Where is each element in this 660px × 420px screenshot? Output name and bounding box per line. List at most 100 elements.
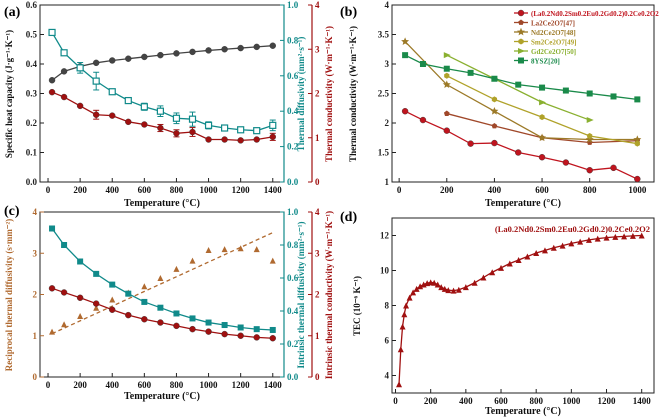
panel-d-ylabel: TEC (10⁻⁶ K⁻¹) — [352, 276, 362, 336]
panel-c-xtick-label: 1200 — [232, 380, 251, 390]
panel-c-xtick-label: 0 — [46, 380, 51, 390]
panel-a-series-0-point — [253, 43, 260, 51]
panel-b-legend-label: Sm2Ce2O7[49] — [531, 39, 577, 47]
panel-a-frame — [39, 4, 285, 183]
panel-b-series-5-point — [491, 75, 498, 82]
panel-a-series-1-point — [188, 115, 197, 123]
panel-c-series-0-point — [109, 296, 116, 303]
panel-c-series-2-point — [189, 325, 196, 333]
panel-b-legend-swatch-marker — [517, 9, 525, 17]
panel-b-ytick-label-left: 2.5 — [378, 89, 390, 99]
panel-a-xtick-label: 200 — [73, 185, 87, 195]
panel-a-xtick-label: 1200 — [232, 185, 251, 195]
panel-c-series-2-point — [48, 285, 56, 292]
panel-d-ytick-label-left: 4 — [385, 371, 390, 381]
panel-a-ytick-label-right1: 0.8 — [287, 35, 299, 45]
panel-d-series-0-point — [498, 264, 505, 271]
panel-c-series-2-point — [76, 294, 84, 301]
panel-a-ylabel-right1: Thermal diffusivity (mm²·s⁻¹) — [296, 37, 306, 152]
panel-d-series-0-point — [541, 247, 548, 254]
panel-a-series-1-point — [204, 121, 213, 129]
panel-a-series-2-point — [237, 137, 244, 144]
panel-a-ytick-label-right1: 0.6 — [287, 71, 299, 81]
panel-d-series-0-line — [398, 234, 642, 385]
panel-d-xtick-label: 0 — [393, 396, 398, 406]
panel-d-series-0-point — [480, 274, 487, 281]
panel-b-series-3-point — [491, 96, 498, 103]
panel-c-series-1-point — [221, 322, 228, 329]
panel-b-series-0-point — [467, 140, 474, 147]
panel-d-series-0-point — [577, 238, 584, 245]
panel-c-series-1-point — [189, 315, 196, 322]
panel-d-series-0-point — [445, 287, 452, 294]
panel-b-series-2-point — [490, 107, 499, 115]
panel-b-legend-swatch-marker — [518, 48, 525, 54]
panel-a-ytick-label-right2: 0 — [315, 177, 320, 187]
panel-d-label: (d) — [340, 210, 357, 225]
panel-c-series-2-point — [60, 289, 68, 296]
panel-a-series-1-point — [60, 49, 68, 57]
panel-b-series-4-line — [446, 54, 590, 121]
panel-b-series-1-point — [491, 122, 498, 129]
panel-d-series-0-point — [431, 279, 438, 286]
panel-b-xlabel: Temperature (°C) — [485, 198, 561, 209]
panel-a-series-1-point — [156, 107, 164, 115]
panel-c-series-1-point — [109, 281, 116, 288]
panel-d-ytick-label-left: 12 — [380, 231, 390, 241]
panel-c-ytick-label-right2: 1 — [315, 331, 320, 341]
panel-a-ytick-label-left: 0.6 — [26, 0, 38, 10]
panel-a-series-0-point — [48, 77, 56, 84]
panel-a-series-0-point — [237, 44, 244, 52]
panel-a-series-2-point — [48, 88, 56, 96]
panel-a-ytick-label-right2: 1 — [315, 133, 320, 143]
panel-b-legend-label: 8YSZ[20] — [531, 58, 560, 66]
panel-d-series-0-point — [612, 233, 619, 240]
panel-a-series-0-point — [109, 57, 116, 64]
panel-a-series-1-point — [92, 77, 100, 85]
panel-b-series-0-line — [404, 110, 638, 180]
panel-c-series-2-point — [141, 316, 148, 323]
panel-d-series-0-point — [550, 244, 557, 251]
panel-c-series-1-point — [237, 324, 244, 331]
panel-a-ytick-label-left: 0.2 — [26, 118, 38, 128]
panel-b-chart: 0 200 400 600 800 1000 1 1.5 2 2.5 3 3.5 4 (La0.2Nd0… — [348, 0, 659, 209]
panel-c-series-1-point — [253, 326, 260, 333]
panel-d-frame — [391, 217, 655, 394]
panel-b-legend-label: Nd2Ce2O7[48] — [531, 29, 576, 37]
panel-a-xtick-label: 1000 — [200, 185, 219, 195]
panel-d-xtick-label: 600 — [494, 396, 508, 406]
panel-a-series-0-point — [141, 53, 148, 61]
panel-a-series-0-point — [157, 51, 164, 59]
panel-a-series-2-point — [141, 121, 148, 128]
panel-c-series-0-point — [93, 304, 100, 311]
panel-c-series-0-point — [189, 257, 196, 264]
panel-a-ytick-label-left: 0.3 — [26, 89, 38, 99]
panel-c-ytick-label-right1: 0.4 — [287, 306, 299, 316]
panel-b-series-2-point — [401, 37, 410, 45]
panel-d-series-0-point — [629, 232, 636, 239]
panel-d-series-0-point — [403, 302, 410, 309]
panel-b-series-1-point — [443, 110, 450, 116]
panel-c-xtick-label: 600 — [138, 380, 152, 390]
panel-d-series-0-point — [397, 346, 404, 353]
panel-d-series-0-point — [533, 250, 540, 256]
panel-a-series-2-point — [157, 124, 164, 132]
panel-b-series-5-point — [402, 52, 409, 59]
panel-b-series-3-point — [444, 72, 450, 79]
panel-a-xtick-label: 1400 — [264, 185, 283, 195]
panel-a-series-1-point — [48, 28, 56, 37]
panel-c-series-2-line — [51, 287, 273, 339]
panel-b-series-5-point — [586, 90, 593, 97]
panel-a-series-0-point — [205, 47, 212, 54]
panel-a-ytick-label-right2: 3 — [315, 44, 320, 54]
panel-b-series-3-point — [587, 132, 593, 139]
panel-d-xtick-label: 200 — [424, 396, 438, 406]
panel-b-series-5-point — [610, 93, 617, 100]
panel-d-ytick-label-left: 10 — [380, 266, 390, 276]
panel-c-xlabel: Temperature (°C) — [124, 391, 200, 402]
panel-d-series-0-point — [515, 257, 522, 263]
panel-a-series-2-point — [205, 136, 212, 143]
panel-c-series-2-point — [269, 335, 276, 342]
panel-c-ytick-label-right1: 0.6 — [287, 273, 299, 283]
